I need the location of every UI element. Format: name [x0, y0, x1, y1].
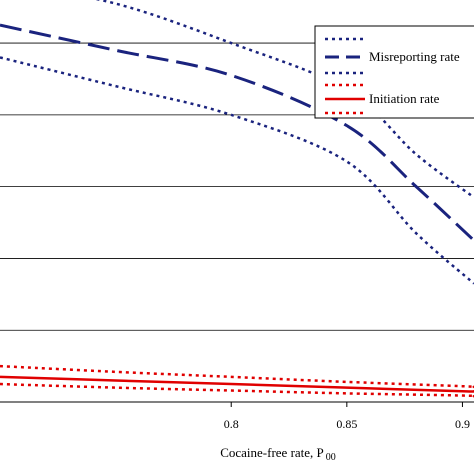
x-axis-label: Cocaine-free rate, P 00	[220, 445, 336, 463]
legend: Misreporting rate Initiation rate	[314, 25, 474, 119]
x-axis-label-subscript: 00	[326, 452, 336, 463]
legend-label-misreporting: Misreporting rate	[369, 49, 460, 64]
x-tick-label: 0.85	[336, 417, 357, 431]
x-axis: 0.8 0.85 0.9	[0, 401, 474, 431]
x-tick-label: 0.9	[455, 417, 470, 431]
series-line-initiation-rate-upper-bound	[0, 364, 474, 389]
series-line-initiation-rate	[0, 375, 474, 393]
legend-label-initiation: Initiation rate	[369, 91, 440, 106]
x-axis-label-main: Cocaine-free rate, P	[220, 445, 324, 460]
series-line-initiation-rate-lower-bound	[0, 382, 474, 398]
plot-series	[0, 0, 474, 398]
series-line-misreporting-rate-lower-bound	[0, 56, 474, 285]
series-line-misreporting-rate	[0, 23, 474, 242]
series-line-misreporting-rate-upper-bound	[94, 0, 474, 199]
x-tick-label: 0.8	[224, 417, 239, 431]
